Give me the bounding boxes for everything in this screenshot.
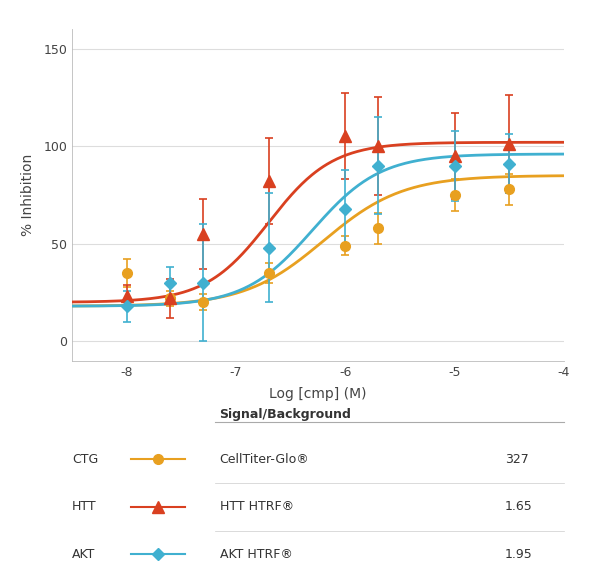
Text: Signal/Background: Signal/Background [220, 408, 352, 421]
Text: AKT HTRF®: AKT HTRF® [220, 548, 292, 561]
Text: 1.95: 1.95 [505, 548, 533, 561]
Text: AKT: AKT [72, 548, 95, 561]
Y-axis label: % Inhibition: % Inhibition [21, 154, 35, 236]
Text: 1.65: 1.65 [505, 501, 533, 513]
X-axis label: Log [cmp] (M): Log [cmp] (M) [269, 387, 367, 401]
Text: 327: 327 [505, 453, 529, 466]
Text: CellTiter-Glo®: CellTiter-Glo® [220, 453, 310, 466]
Text: HTT: HTT [72, 501, 97, 513]
Text: HTT HTRF®: HTT HTRF® [220, 501, 294, 513]
Text: CTG: CTG [72, 453, 98, 466]
